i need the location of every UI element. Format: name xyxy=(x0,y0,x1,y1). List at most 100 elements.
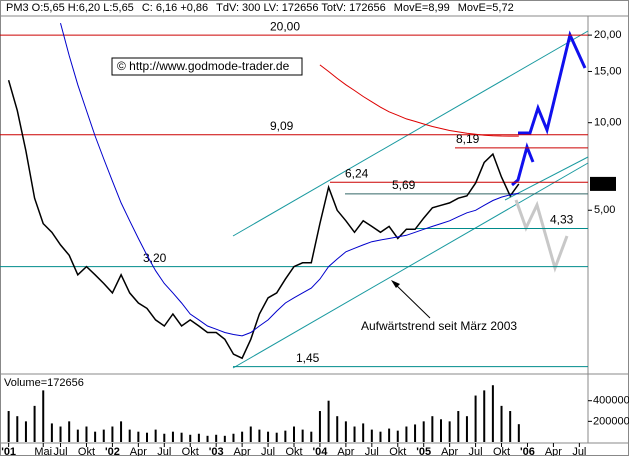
volume-bar xyxy=(111,426,114,442)
level-label: 1,45 xyxy=(296,351,320,365)
x-tick-label: Okt xyxy=(493,446,510,456)
x-tick-label: Okt xyxy=(285,446,302,456)
volume-bar xyxy=(241,431,244,442)
x-tick-label: Okt xyxy=(389,446,406,456)
header-text: C: 6,16 +0,86 xyxy=(142,2,208,14)
volume-bar xyxy=(370,429,373,442)
volume-bar xyxy=(422,421,425,442)
volume-bar xyxy=(310,431,313,442)
volume-bar xyxy=(223,435,226,442)
volume-bar xyxy=(318,411,321,442)
x-tick-label: '01 xyxy=(1,446,16,456)
volume-bar xyxy=(293,426,295,442)
x-tick-label: Jul xyxy=(53,446,67,456)
copyright: © http://www.godmode-trader.de xyxy=(117,59,290,73)
volume-bar xyxy=(414,424,417,442)
volume-bar xyxy=(59,426,62,442)
volume-bar xyxy=(362,423,365,442)
x-tick-label: Apr xyxy=(234,446,251,456)
x-tick-label: Jul xyxy=(261,446,275,456)
last-price-label: 6,16 xyxy=(592,178,613,190)
volume-bar xyxy=(509,411,512,442)
volume-bar xyxy=(353,426,356,442)
annotation: Aufwärtstrend seit März 2003 xyxy=(361,319,517,333)
level-label: 20,00 xyxy=(270,19,300,33)
x-tick-label: Jul xyxy=(572,446,586,456)
volume-bar xyxy=(267,431,270,442)
volume-bar xyxy=(301,429,304,442)
y-tick-label: 5,00 xyxy=(594,204,615,216)
level-label: 9,09 xyxy=(270,119,294,133)
volume-bar xyxy=(137,431,140,442)
level-label: 5,69 xyxy=(392,178,416,192)
volume-bar xyxy=(180,432,183,442)
price-line xyxy=(7,79,520,360)
volume-bar xyxy=(215,434,218,442)
header-text: TdV: 300 LV: 172656 TotV: 172656 xyxy=(216,2,386,14)
x-tick-label: Okt xyxy=(78,446,95,456)
volume-bar xyxy=(457,411,460,442)
volume-bar xyxy=(197,433,200,442)
volume-bar xyxy=(68,421,71,442)
level-label: 8,19 xyxy=(456,132,480,146)
annotation-arrow xyxy=(393,282,431,319)
y-tick-label: 400000 xyxy=(593,395,629,407)
volume-bar xyxy=(500,405,503,442)
x-tick-label: Apr xyxy=(545,446,562,456)
volume-bar xyxy=(85,426,88,442)
volume-bar xyxy=(336,416,339,442)
header-text: MovE=8,99 xyxy=(394,2,450,14)
level-label: 6,24 xyxy=(345,166,369,180)
last-price-box xyxy=(590,176,616,191)
volume-bar xyxy=(128,429,131,442)
x-tick-label: Apr xyxy=(130,446,147,456)
x-tick-label: Jul xyxy=(365,446,379,456)
volume-bar xyxy=(163,433,166,442)
x-tick-label: '04 xyxy=(313,446,329,456)
x-tick-label: '05 xyxy=(416,446,431,456)
volume-bar xyxy=(344,421,347,442)
header-text: MovE=5,72 xyxy=(458,2,514,14)
volume-bar xyxy=(33,405,36,442)
volume-bar xyxy=(120,421,123,442)
volume-bar xyxy=(379,431,382,442)
trend-channel xyxy=(232,30,589,369)
trend-line xyxy=(504,156,589,201)
volume-bar xyxy=(24,421,27,442)
volume-bar xyxy=(50,423,53,442)
x-tick-label: '02 xyxy=(105,446,120,456)
volume-bar xyxy=(491,385,494,442)
volume-bar xyxy=(249,426,252,442)
y-tick-label: 10,00 xyxy=(594,117,622,129)
volume-bar xyxy=(102,429,105,442)
volume-bar xyxy=(154,429,157,442)
price-line xyxy=(319,64,519,137)
volume-bar xyxy=(327,400,330,442)
x-tick-label: Okt xyxy=(182,446,199,456)
volume-bar xyxy=(206,435,209,442)
x-tick-label: Apr xyxy=(441,446,458,456)
volume-title: Volume=172656 xyxy=(4,377,84,389)
volume-bar xyxy=(171,431,174,442)
trend-line xyxy=(232,162,589,369)
volume-bar xyxy=(396,430,399,442)
volume-bar xyxy=(16,416,19,442)
header-text: PM3 O:5,65 H:6,20 L:5,65 xyxy=(6,2,134,14)
x-tick-label: '06 xyxy=(520,446,535,456)
level-label: 3,20 xyxy=(143,251,167,265)
level-label: 4,33 xyxy=(550,213,574,227)
volume-bar xyxy=(258,429,261,442)
y-tick-label: 20,00 xyxy=(594,29,622,41)
volume-bar xyxy=(431,416,434,442)
volume-bar xyxy=(388,428,391,442)
volume-bar xyxy=(42,390,45,442)
trend-line xyxy=(232,30,589,237)
price-line xyxy=(60,22,519,337)
volume-bar xyxy=(146,432,148,442)
arrow-head xyxy=(391,280,400,288)
volume-bar xyxy=(76,429,79,442)
x-tick-label: Apr xyxy=(337,446,354,456)
projection-path xyxy=(518,30,587,135)
volume-bar xyxy=(474,395,477,442)
